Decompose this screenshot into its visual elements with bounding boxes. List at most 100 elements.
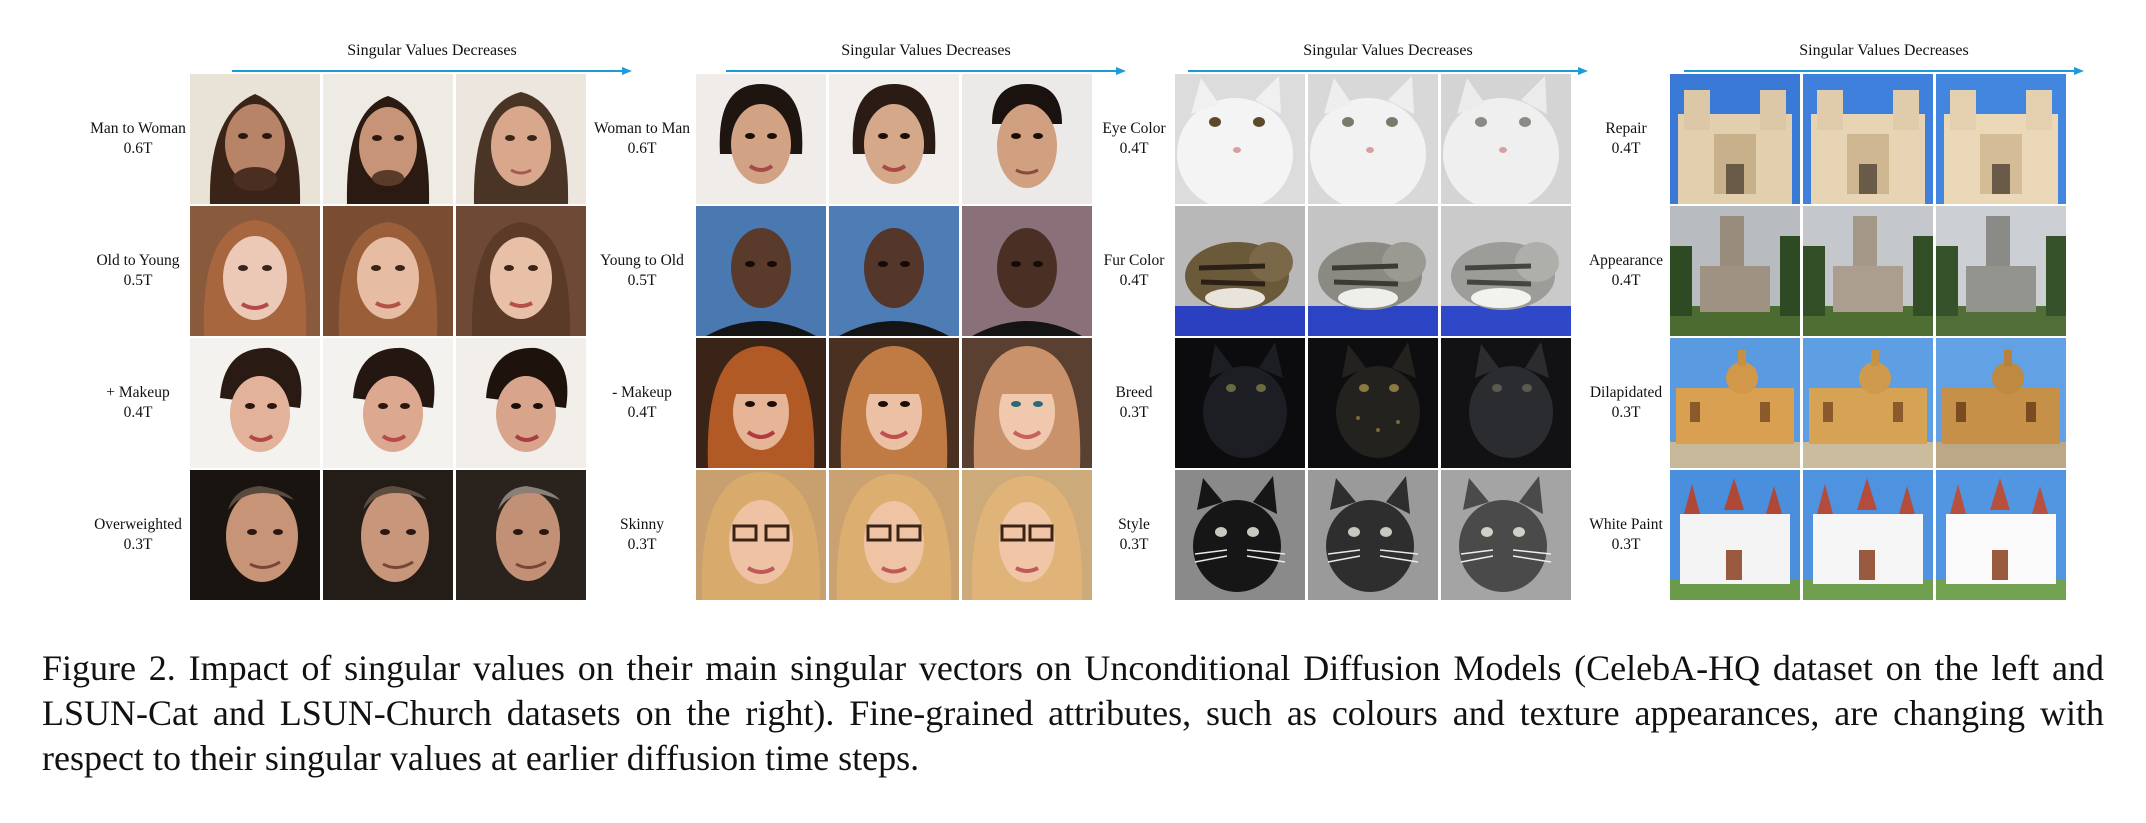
attribute-name: - Makeup — [612, 384, 672, 401]
row-minus-makeup: - Makeup 0.4T — [582, 338, 1102, 468]
cat-image — [1175, 338, 1305, 468]
row-fur-color: Fur Color 0.4T — [1090, 206, 1590, 336]
row-label: Dilapidated 0.3T — [1574, 338, 1678, 468]
church-image — [1936, 470, 2066, 600]
face-image — [962, 74, 1092, 204]
cat-image — [1175, 206, 1305, 336]
row-label: Skinny 0.3T — [582, 470, 702, 600]
face-image — [323, 470, 453, 600]
row-style: Style 0.3T — [1090, 470, 1590, 600]
row-woman-to-man: Woman to Man 0.6T — [582, 74, 1102, 204]
row-plus-makeup: + Makeup 0.4T — [70, 338, 590, 468]
row-label: - Makeup 0.4T — [582, 338, 702, 468]
face-image — [190, 74, 320, 204]
face-image — [190, 338, 320, 468]
row-label: Eye Color 0.4T — [1090, 74, 1178, 204]
row-label: Breed 0.3T — [1090, 338, 1178, 468]
attribute-name: Fur Color — [1103, 252, 1165, 269]
attribute-name: Dilapidated — [1589, 384, 1663, 401]
attribute-name: White Paint — [1589, 516, 1663, 533]
row-breed: Breed 0.3T — [1090, 338, 1590, 468]
church-image — [1803, 206, 1933, 336]
church-image — [1803, 470, 1933, 600]
attribute-strength: 0.5T — [627, 272, 657, 289]
row-eye-color: Eye Color 0.4T — [1090, 74, 1590, 204]
face-image — [456, 206, 586, 336]
cat-image — [1175, 470, 1305, 600]
attribute-name: Style — [1118, 516, 1150, 533]
face-image — [456, 74, 586, 204]
panel-header: Singular Values Decreases — [726, 40, 1126, 75]
church-image — [1803, 74, 1933, 204]
row-label: Overweighted 0.3T — [70, 470, 206, 600]
face-image — [696, 470, 826, 600]
church-image — [1670, 470, 1800, 600]
row-appearance: Appearance 0.4T — [1574, 206, 2074, 336]
panel-header: Singular Values Decreases — [1684, 40, 2084, 75]
row-dilapidated: Dilapidated 0.3T — [1574, 338, 2074, 468]
attribute-name: Repair — [1605, 120, 1647, 137]
panel-celeba-left: Singular Values Decreases Man to Woman 0… — [70, 40, 632, 610]
attribute-strength: 0.6T — [123, 140, 153, 157]
figure-caption: Figure 2. Impact of singular values on t… — [42, 648, 2104, 778]
right-arrow-icon — [1684, 67, 2084, 75]
face-image — [962, 338, 1092, 468]
face-image — [962, 206, 1092, 336]
attribute-name: Overweighted — [94, 516, 182, 533]
face-image — [323, 206, 453, 336]
row-label: + Makeup 0.4T — [70, 338, 206, 468]
panel-header: Singular Values Decreases — [1188, 40, 1588, 75]
cat-image — [1441, 470, 1571, 600]
panel-lsun-cat: Singular Values Decreases Eye Color 0.4T — [1090, 40, 1590, 610]
cat-image — [1308, 338, 1438, 468]
row-repair: Repair 0.4T — [1574, 74, 2074, 204]
attribute-strength: 0.4T — [1119, 272, 1149, 289]
attribute-name: Breed — [1115, 384, 1153, 401]
attribute-name: Old to Young — [96, 252, 180, 269]
row-old-to-young: Old to Young 0.5T — [70, 206, 590, 336]
figure-2: Singular Values Decreases Man to Woman 0… — [70, 40, 2084, 610]
cat-image — [1441, 338, 1571, 468]
attribute-strength: 0.3T — [123, 536, 153, 553]
row-label: Repair 0.4T — [1574, 74, 1678, 204]
singular-values-label: Singular Values Decreases — [841, 42, 1011, 59]
church-image — [1803, 338, 1933, 468]
face-image — [190, 206, 320, 336]
face-image — [456, 470, 586, 600]
attribute-strength: 0.4T — [1119, 140, 1149, 157]
church-image — [1670, 206, 1800, 336]
row-label: Woman to Man 0.6T — [582, 74, 702, 204]
row-skinny: Skinny 0.3T — [582, 470, 1102, 600]
church-image — [1670, 74, 1800, 204]
singular-values-label: Singular Values Decreases — [347, 42, 517, 59]
row-white-paint: White Paint 0.3T — [1574, 470, 2074, 600]
singular-values-label: Singular Values Decreases — [1799, 42, 1969, 59]
row-man-to-woman: Man to Woman 0.6T — [70, 74, 590, 204]
church-image — [1670, 338, 1800, 468]
church-image — [1936, 206, 2066, 336]
row-label: Old to Young 0.5T — [70, 206, 206, 336]
panel-celeba-right: Singular Values Decreases Woman to Man 0… — [582, 40, 1126, 610]
cat-image — [1308, 470, 1438, 600]
face-image — [696, 338, 826, 468]
row-overweighted: Overweighted 0.3T — [70, 470, 590, 600]
right-arrow-icon — [232, 67, 632, 75]
face-image — [323, 74, 453, 204]
attribute-strength: 0.3T — [1119, 404, 1149, 421]
row-label: White Paint 0.3T — [1574, 470, 1678, 600]
face-image — [829, 338, 959, 468]
face-image — [829, 206, 959, 336]
attribute-name: Skinny — [620, 516, 664, 533]
cat-image — [1308, 74, 1438, 204]
attribute-name: Eye Color — [1102, 120, 1166, 137]
attribute-strength: 0.4T — [627, 404, 657, 421]
attribute-strength: 0.3T — [1611, 404, 1641, 421]
attribute-strength: 0.3T — [627, 536, 657, 553]
attribute-strength: 0.3T — [1119, 536, 1149, 553]
face-image — [696, 74, 826, 204]
attribute-strength: 0.4T — [1611, 140, 1641, 157]
face-image — [456, 338, 586, 468]
attribute-name: Man to Woman — [90, 120, 186, 137]
attribute-strength: 0.4T — [1611, 272, 1641, 289]
attribute-strength: 0.5T — [123, 272, 153, 289]
